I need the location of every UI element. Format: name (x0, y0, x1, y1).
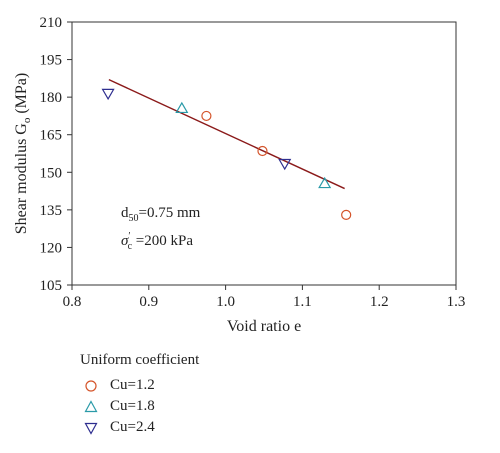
axis-ticks: 0.8 0.9 1.0 1.1 1.2 1.3 105 120 135 150 165 180 195 2… (40, 15, 466, 310)
plot-frame (71, 21, 457, 286)
y-axis-label: Shear modulus Go (MPa) (13, 73, 33, 235)
data-point-circle (257, 145, 268, 157)
triangle-down-marker-icon (84, 422, 98, 435)
y-axis-label-unit: (MPa) (13, 73, 30, 114)
y-axis-label-main: Shear modulus G (13, 123, 30, 235)
annotation-sigma-sup: ′ (128, 231, 130, 242)
annotation-d50-sub: 50 (129, 213, 139, 224)
legend-label-cu12: Cu=1.2 (110, 377, 155, 393)
x-axis-label: Void ratio e (227, 318, 301, 335)
annotation-sigma-base: σ (121, 233, 129, 249)
annotation-sigma-rest: =200 kPa (132, 233, 193, 249)
y-tick-label: 120 (40, 240, 63, 256)
legend-label-cu24: Cu=2.4 (110, 419, 155, 435)
fit-line (108, 78, 345, 190)
x-tick-label: 1.2 (370, 294, 389, 310)
y-tick-label: 165 (40, 128, 63, 144)
y-tick-label: 105 (40, 278, 63, 294)
triangle-up-marker-icon (84, 399, 98, 412)
x-tick-label: 0.8 (63, 294, 82, 310)
legend-entry-cu12: Cu=1.2 (80, 375, 380, 396)
shear-modulus-chart: 0.8 0.9 1.0 1.1 1.2 1.3 105 120 135 150 165 180 195 2… (13, 15, 466, 335)
annotation-sigma: σ′ c =200 kPa (121, 231, 193, 252)
data-point-circle (341, 209, 352, 220)
y-tick-label: 195 (40, 53, 63, 69)
annotation-d50: d50=0.75 mm (121, 205, 201, 224)
circle-marker-icon (85, 379, 97, 392)
annotation-sigma-sub: c (128, 241, 133, 252)
legend: Uniform coefficient Cu=1.2 Cu=1.8 Cu=2.4 (80, 352, 380, 438)
legend-entry-cu18: Cu=1.8 (80, 396, 380, 417)
fit-line-group (108, 78, 345, 190)
y-tick-label: 150 (40, 165, 63, 181)
x-tick-label: 1.0 (216, 294, 235, 310)
data-points (101, 88, 352, 220)
data-point-triangle-up (318, 176, 332, 189)
x-tick-label: 1.1 (293, 294, 312, 310)
annotation-d50-base: d (121, 205, 129, 221)
data-point-circle (201, 110, 212, 122)
y-tick-label: 210 (40, 15, 63, 31)
data-point-triangle-down (101, 88, 115, 101)
annotation-d50-rest: =0.75 mm (139, 205, 201, 221)
x-tick-label: 0.9 (139, 294, 158, 310)
legend-entry-cu24: Cu=2.4 (80, 417, 380, 438)
legend-label-cu18: Cu=1.8 (110, 398, 155, 414)
data-point-triangle-down (278, 158, 292, 171)
y-tick-label: 180 (40, 90, 63, 106)
y-axis-label-sub: o (21, 117, 33, 123)
x-tick-label: 1.3 (447, 294, 466, 310)
legend-title: Uniform coefficient (80, 352, 200, 368)
data-point-triangle-up (175, 101, 189, 114)
y-tick-label: 135 (40, 203, 63, 219)
